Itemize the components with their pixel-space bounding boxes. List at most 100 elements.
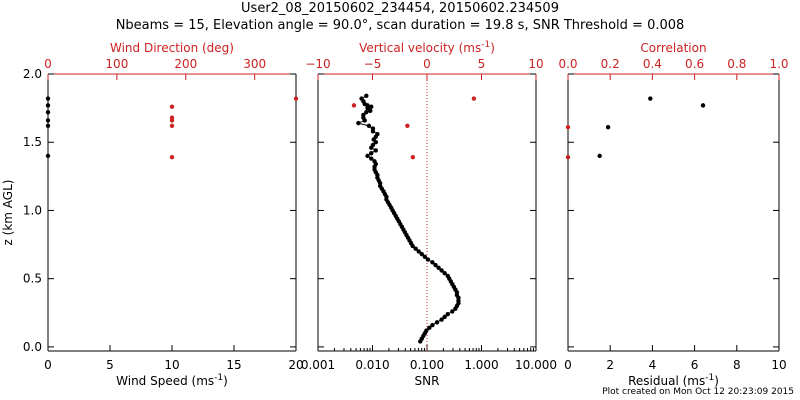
bottom-series-point [445, 311, 450, 317]
bottom-series-point [418, 339, 423, 344]
bottom-tick-label: 0.100 [410, 358, 444, 372]
bottom-series-point [430, 322, 435, 328]
bottom-tick-label: 15 [226, 358, 241, 372]
bottom-tick-label: 6 [691, 358, 699, 372]
bottom-series-point [373, 140, 379, 145]
bottom-series-point [442, 314, 447, 320]
bottom-tick-label: 20 [288, 358, 303, 372]
top-series-point [169, 104, 175, 109]
bottom-series-point [439, 268, 444, 273]
bottom-series-point [364, 110, 369, 115]
bottom-series-point [369, 104, 374, 109]
bottom-series-point [427, 325, 432, 331]
top-tick-label: −10 [305, 57, 330, 71]
bottom-series-point [45, 118, 51, 123]
top-series-point [169, 118, 175, 123]
bottom-tick-label: 5 [106, 358, 114, 372]
top-series-point [565, 155, 571, 160]
top-axis-label: Vertical velocity (ms-1) [359, 40, 495, 55]
bottom-axis-label: SNR [415, 374, 440, 388]
chart-title: User2_08_20150602_234454, 20150602.23450… [241, 1, 559, 16]
bottom-series-point [442, 271, 447, 276]
bottom-series-point [362, 118, 367, 123]
panel-middle: 0.001 0.010 0.100 1.000 10.000 −10 −5 0 5 10 [301, 57, 557, 372]
bottom-tick-label: 0.001 [301, 358, 335, 372]
bottom-series-point [369, 145, 374, 150]
top-tick-label: 100 [105, 57, 128, 71]
top-series-point [351, 103, 357, 108]
bottom-series-point [425, 257, 431, 262]
bottom-series-point [436, 265, 441, 270]
bottom-tick-label: 2 [606, 358, 614, 372]
top-tick-label: 0 [423, 57, 431, 71]
bottom-series-point [419, 251, 424, 257]
bottom-series-point [453, 306, 458, 311]
bottom-axis-label: Wind Speed (ms-1) [116, 373, 228, 388]
bottom-series-point [597, 153, 602, 159]
bottom-series-point [422, 254, 428, 260]
bottom-tick-label: 10.000 [515, 358, 557, 372]
bottom-series-point [648, 96, 653, 101]
bottom-tick-label: 0 [44, 358, 52, 372]
y-axis-label: z (km AGL) [1, 180, 15, 246]
bottom-series-point [410, 243, 415, 249]
top-tick-label: 0 [44, 57, 52, 71]
top-tick-label: 1.0 [769, 57, 788, 71]
top-axis-label: Correlation [640, 41, 706, 55]
y-tick-label: 0.5 [23, 272, 42, 286]
bottom-series-point [369, 156, 374, 161]
plot-created-footer: Plot created on Mon Oct 12 20:23:09 2015 [602, 387, 794, 397]
y-tick-label: 0.0 [23, 340, 42, 354]
bottom-series-point [700, 103, 706, 108]
top-tick-label: 10 [528, 57, 543, 71]
top-series-point [471, 96, 477, 101]
top-tick-label: 300 [243, 57, 266, 71]
panel-right: 0 2 4 6 8 10 0.0 0.2 0.4 0.6 0.8 1.0 [558, 57, 788, 372]
top-tick-label: 0.0 [558, 57, 577, 71]
y-tick-label: 1.5 [23, 135, 42, 149]
bottom-series-point [45, 96, 51, 101]
bottom-tick-label: 8 [733, 358, 741, 372]
y-tick-label: 2.0 [23, 67, 42, 81]
top-series-point [410, 155, 416, 160]
bottom-series-point [369, 150, 374, 156]
top-tick-label: 0.2 [601, 57, 620, 71]
bottom-series-point [356, 120, 361, 126]
bottom-axis-label: Residual (ms-1) [628, 373, 719, 388]
bottom-series-point [365, 153, 370, 159]
bottom-series-point [373, 148, 379, 153]
top-series-point [293, 96, 299, 101]
bottom-series-point [434, 320, 440, 325]
bottom-series-point [370, 129, 376, 134]
bottom-tick-label: 4 [649, 358, 657, 372]
bottom-series-point [45, 103, 51, 108]
bottom-tick-label: 10 [771, 358, 786, 372]
bottom-series-point [366, 123, 372, 129]
bottom-tick-label: 1.000 [464, 358, 498, 372]
bottom-tick-label: 0 [564, 358, 572, 372]
bottom-series-point [433, 262, 438, 268]
top-axis-label: Wind Direction (deg) [110, 41, 234, 55]
bottom-series-point [45, 153, 51, 159]
bottom-series-point [430, 260, 435, 265]
top-tick-label: 0.6 [685, 57, 704, 71]
top-series-point [405, 123, 410, 129]
top-tick-label: 0.8 [727, 57, 746, 71]
y-tick-label: 1.0 [23, 203, 42, 217]
chart-subtitle: Nbeams = 15, Elevation angle = 90.0°, sc… [115, 18, 685, 33]
top-tick-label: 200 [174, 57, 197, 71]
bottom-series-point [450, 309, 455, 314]
top-tick-label: −5 [364, 57, 382, 71]
bottom-series-point [45, 123, 51, 129]
bottom-series-point [368, 108, 373, 114]
bottom-series-point [416, 249, 421, 254]
bottom-series-point [439, 317, 444, 322]
bottom-series-point [365, 105, 370, 111]
panel-left: 0 5 10 15 200 100 200 300 [44, 57, 303, 372]
top-series-point [169, 123, 175, 129]
bottom-series-point [605, 125, 611, 130]
bottom-series-point [413, 246, 418, 251]
top-series-point [565, 125, 571, 130]
top-tick-label: 0.4 [643, 57, 662, 71]
